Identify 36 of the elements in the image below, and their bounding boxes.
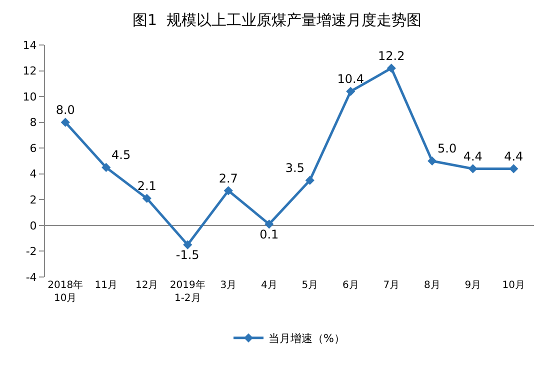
data-label: 4.5: [112, 148, 131, 162]
y-tick-label: -2: [26, 245, 37, 258]
y-tick-label: 8: [30, 116, 37, 130]
x-tick-label: 2019年 1-2月: [170, 279, 206, 304]
data-label: 3.5: [285, 160, 305, 175]
data-label: 2.7: [218, 171, 238, 186]
data-label: 12.2: [378, 48, 405, 63]
x-tick-label: 11月: [94, 280, 118, 291]
y-tick-label: 6: [30, 142, 37, 155]
data-label: 5.0: [438, 142, 457, 156]
legend-label: 当月增速（%）: [268, 332, 345, 346]
x-tick-label: 10月: [502, 280, 525, 291]
y-tick-label: 12: [22, 64, 37, 78]
y-tick-label: 10: [22, 90, 37, 104]
x-tick-label: 9月: [464, 280, 482, 291]
y-tick-label: 0: [30, 219, 37, 232]
data-label: 4.4: [463, 149, 482, 164]
y-tick-label: 14: [22, 38, 37, 52]
y-tick-label: 2: [30, 194, 37, 207]
x-tick-label: 6月: [342, 280, 359, 291]
data-label: 2.1: [137, 179, 156, 194]
data-label: 4.4: [504, 149, 524, 164]
x-tick-label: 5月: [302, 280, 318, 291]
y-tick-label: 4: [30, 168, 37, 181]
chart-title: 图1 规模以上工业原煤产量增速月度走势图: [132, 11, 422, 30]
x-tick-label: 8月: [424, 280, 440, 291]
y-tick-label: -4: [26, 270, 37, 284]
x-tick-label: 3月: [220, 280, 237, 291]
x-tick-label: 12月: [136, 280, 158, 291]
x-tick-label: 7月: [383, 280, 400, 291]
data-label: 8.0: [56, 102, 75, 117]
x-tick-label: 4月: [260, 280, 278, 291]
data-label: -1.5: [176, 248, 200, 262]
data-label: 10.4: [337, 72, 364, 86]
data-label: 0.1: [260, 228, 279, 242]
x-tick-label: 2018年 10月: [48, 279, 84, 304]
